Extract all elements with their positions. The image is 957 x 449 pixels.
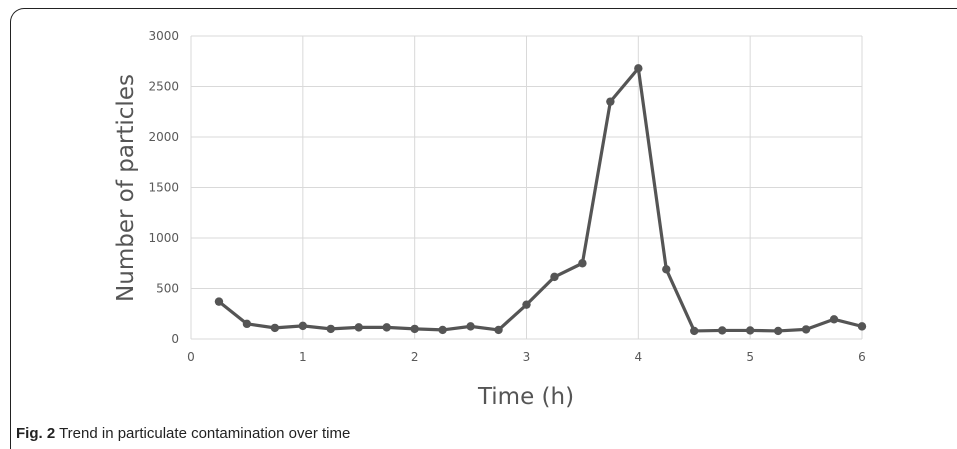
data-point xyxy=(298,321,308,331)
y-tick-label: 1000 xyxy=(148,231,179,245)
x-tick-label: 2 xyxy=(411,350,419,364)
data-point xyxy=(829,315,839,324)
x-tick-label: 0 xyxy=(187,350,195,364)
series-line xyxy=(217,66,863,333)
y-tick-label: 3000 xyxy=(148,29,179,43)
y-axis-label: Number of particles xyxy=(113,74,139,302)
data-point xyxy=(326,324,335,334)
x-tick-label: 1 xyxy=(299,350,307,364)
data-point xyxy=(773,326,783,336)
figure-frame xyxy=(10,8,957,449)
caption-text: Trend in particulate contamination over … xyxy=(55,425,351,442)
data-point xyxy=(801,325,811,334)
data-point xyxy=(857,322,867,331)
y-tick-label: 2000 xyxy=(148,130,179,144)
x-tick-label: 3 xyxy=(523,350,531,364)
data-point xyxy=(718,326,727,335)
data-point xyxy=(270,323,280,333)
tick-labels: 0 500 1000 1500 2000 2500 3000 0 1 2 3 4 5 6 xyxy=(148,29,865,364)
data-point xyxy=(466,322,475,331)
x-tick-label: 6 xyxy=(858,350,866,364)
y-tick-label: 1500 xyxy=(148,181,179,195)
x-tick-label: 5 xyxy=(746,350,754,364)
data-point xyxy=(494,325,503,335)
x-axis-label: Time (h) xyxy=(477,384,574,410)
y-tick-label: 500 xyxy=(156,282,179,296)
data-point xyxy=(522,300,531,309)
data-point xyxy=(354,323,363,332)
y-tick-label: 0 xyxy=(171,332,179,346)
figure-caption: Fig. 2 Trend in particulate contaminatio… xyxy=(16,425,350,442)
y-tick-label: 2500 xyxy=(148,80,179,94)
data-point xyxy=(214,297,224,306)
x-tick-label: 4 xyxy=(635,350,643,364)
data-point xyxy=(438,325,447,335)
grid xyxy=(190,35,863,340)
data-point xyxy=(606,97,615,106)
caption-label: Fig. 2 xyxy=(16,425,56,442)
data-point xyxy=(634,64,643,73)
data-point xyxy=(690,326,699,336)
data-point xyxy=(745,326,755,335)
series xyxy=(214,64,867,336)
data-point xyxy=(578,259,587,268)
data-point xyxy=(662,265,671,274)
data-point xyxy=(242,319,252,329)
data-point xyxy=(550,272,559,282)
data-point xyxy=(382,323,391,332)
data-point xyxy=(410,324,419,334)
